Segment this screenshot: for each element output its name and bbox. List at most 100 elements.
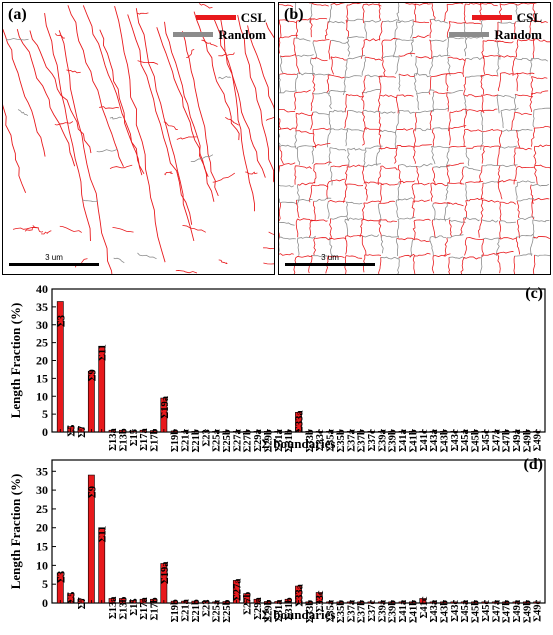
grain-boundary: [412, 129, 416, 147]
x-tick-label: Σ29b: [263, 429, 274, 452]
csl-boundary: [66, 69, 81, 74]
grain-boundary: [416, 163, 433, 168]
grain-boundary: [392, 39, 397, 58]
grain-boundary: [382, 38, 400, 42]
grain-boundary: [313, 237, 316, 256]
csl-boundary: [181, 31, 219, 197]
grain-boundary: [397, 165, 402, 185]
grain-boundary: [500, 107, 519, 112]
grain-boundary: [517, 72, 535, 75]
grain-boundary: [378, 75, 396, 78]
grain-boundary: [293, 38, 297, 56]
grain-boundary: [279, 253, 294, 256]
grain-boundary: [446, 165, 451, 184]
grain-boundary: [533, 236, 550, 240]
grain-boundary: [414, 3, 431, 6]
x-tick-label: Σ15: [129, 429, 140, 446]
grain-boundary: [415, 56, 434, 60]
random-boundary: [109, 116, 122, 120]
grain-boundary: [345, 217, 363, 221]
grain-boundary: [530, 237, 534, 257]
grain-boundary: [375, 148, 380, 167]
grain-boundary: [312, 142, 331, 147]
grain-boundary: [381, 234, 399, 238]
x-tick-label: Σ25b: [222, 599, 233, 622]
random-boundary: [268, 231, 274, 235]
grain-boundary: [296, 147, 301, 166]
grain-boundary: [532, 197, 550, 201]
csl-boundary: [17, 109, 29, 117]
grain-boundary: [516, 165, 535, 169]
x-tick-label: Σ39b: [388, 600, 399, 623]
random-boundary: [137, 60, 159, 65]
grain-boundary: [279, 202, 281, 221]
y-tick-label: 15: [36, 371, 48, 385]
grain-boundary: [513, 147, 516, 167]
grain-boundary: [448, 111, 451, 132]
csl-boundary: [114, 5, 166, 263]
grain-boundary: [515, 147, 532, 151]
panel-label: (a): [8, 6, 27, 23]
csl-boundary: [212, 17, 266, 178]
x-tick-label: Σ35b: [336, 429, 347, 452]
grain-boundary: [498, 221, 502, 239]
grain-boundary: [396, 128, 414, 131]
grain-boundary: [480, 75, 485, 95]
grain-boundary: [497, 253, 501, 274]
grain-boundary: [279, 236, 296, 240]
csl-boundary: [182, 224, 206, 233]
grain-boundary: [398, 52, 416, 57]
x-tick-label: Σ27a: [232, 578, 243, 601]
x-tick-label: Σ3: [56, 571, 67, 583]
grain-boundary: [310, 17, 328, 20]
legend-swatch-csl: [471, 15, 512, 20]
grain-boundary: [496, 40, 501, 60]
grain-boundary: [531, 199, 535, 220]
grain-boundary: [380, 256, 399, 260]
grain-boundary: [431, 219, 436, 239]
grain-boundary: [432, 217, 451, 221]
x-tick-label: Σ13b: [118, 596, 129, 619]
grain-boundary: [361, 218, 379, 222]
random-boundary: [54, 121, 74, 126]
x-tick-label: Σ11: [98, 526, 109, 543]
x-axis-label: Σ boundaries: [262, 607, 336, 622]
x-tick-label: Σ17a: [139, 427, 150, 450]
grain-boundary: [378, 76, 382, 95]
x-tick-label: Σ39a: [377, 599, 388, 622]
legend-label: Random: [494, 27, 542, 42]
grain-boundary: [330, 215, 348, 220]
grain-boundary: [396, 197, 414, 201]
grain-boundary: [279, 37, 281, 55]
grain-boundary: [531, 76, 548, 80]
grain-boundary: [378, 219, 382, 238]
grain-boundary: [345, 18, 364, 22]
grain-boundary: [409, 20, 414, 39]
grain-boundary: [433, 253, 451, 257]
grain-boundary: [412, 182, 430, 186]
grain-boundary: [414, 72, 432, 78]
grain-boundary-lines: [3, 3, 274, 274]
grain-boundary: [483, 237, 500, 241]
x-tick-label: Σ3: [56, 315, 67, 327]
grain-boundary: [398, 110, 416, 114]
x-tick-label: Σ11: [98, 344, 109, 361]
grain-boundary: [398, 73, 416, 77]
grain-boundary: [534, 125, 550, 129]
grain-boundary: [529, 58, 533, 76]
grain-boundary: [326, 181, 330, 200]
grain-boundary: [446, 37, 450, 56]
grain-boundary: [328, 147, 331, 166]
x-tick-label: Σ7: [77, 597, 88, 609]
grain-boundary: [294, 37, 311, 42]
x-tick-label: Σ43c: [450, 600, 461, 622]
grain-boundary: [395, 55, 400, 75]
grain-boundary: [395, 200, 399, 219]
grain-boundary: [312, 40, 318, 60]
grain-boundary: [446, 89, 464, 94]
csl-boundary: [218, 75, 231, 80]
x-tick-label: Σ27a: [232, 429, 243, 452]
scale-bar: 3 um: [9, 253, 99, 266]
grain-boundary: [312, 74, 316, 92]
x-tick-label: Σ43b: [440, 600, 451, 623]
